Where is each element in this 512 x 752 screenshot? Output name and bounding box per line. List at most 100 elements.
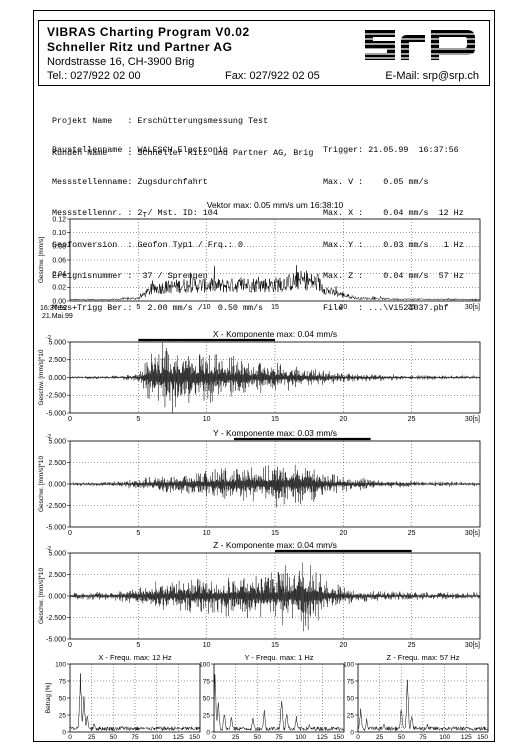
chart-title: Y - Frequ. max: 1 Hz	[244, 653, 313, 662]
x-tick-label: 50	[398, 734, 406, 741]
signal-trace	[69, 464, 481, 508]
y-tick-label: -2.500	[46, 393, 66, 400]
y-axis-label: Betrag [%]	[45, 683, 52, 714]
y-axis-exponent: -2	[46, 335, 51, 341]
chart-title: Vektor max: 0.05 mm/s um 16:38:10	[207, 200, 344, 210]
max-v: Max. V : 0.05 mm/s	[323, 176, 429, 187]
y-axis-label: Geschw. [mm/s]*10	[38, 568, 45, 624]
y-tick-label: 75	[203, 678, 211, 685]
x-tick-label: 0	[68, 642, 72, 649]
y-tick-label: 5.000	[48, 438, 66, 445]
max-x: Max. X : 0.04 mm/s 12 Hz	[323, 208, 464, 218]
x-tick-label: 50	[254, 734, 262, 741]
x-tick-label: 30[s]	[465, 304, 480, 311]
chart-title: X - Komponente max: 0.04 mm/s	[213, 329, 337, 339]
y-tick-label: 0.12	[52, 216, 66, 223]
signal-trace	[69, 265, 481, 301]
x-tick-label: 0	[356, 734, 360, 741]
y-tick-label: 2.500	[48, 460, 66, 467]
x-tick-label: 20	[339, 304, 347, 311]
x-tick-label: 15	[271, 642, 279, 649]
trigger-marker: T	[143, 212, 148, 219]
y-tick-label: 50	[347, 695, 355, 702]
signal-trace	[69, 673, 201, 732]
x-tick-label: 30[s]	[465, 530, 480, 537]
y-tick-label: 0.000	[48, 481, 66, 488]
measurement-params: Baustellenname : WALESCH Electronic Mess…	[52, 124, 263, 324]
x-tick-label: 15	[271, 530, 279, 537]
max-z: Max. Z : 0.04 mm/s 57 Hz	[323, 271, 464, 281]
y-tick-label: 50	[59, 695, 67, 702]
chart-5: Y - Frequ. max: 1 Hz 0 25 50 75 100 125 150 100 7…	[199, 653, 345, 741]
x-tick-label: 75	[131, 734, 139, 741]
y-tick-label: -5.000	[46, 410, 66, 417]
x-tick-label: 0	[68, 530, 72, 537]
y-tick-label: -5.000	[46, 524, 66, 531]
x-tick-label: 25	[408, 416, 416, 423]
x-tick-label: 150	[189, 734, 200, 741]
x-tick-label: 20	[339, 416, 347, 423]
page-border	[33, 10, 495, 742]
x-tick-label: 25	[376, 734, 384, 741]
x-tick-label: 50	[110, 734, 118, 741]
signal-trace	[357, 679, 489, 732]
x-tick-label: 100	[151, 734, 162, 741]
param-geophone: Geofonversion : Geofon Typ1 / Frq.: 0	[52, 239, 243, 250]
y-axis-label: Geschw. [mm/s]*10	[38, 456, 45, 512]
x-tick-label: 25	[408, 530, 416, 537]
y-tick-label: 0.02	[52, 285, 66, 292]
x-tick-label: 125	[461, 734, 472, 741]
chart-4: X - Frequ. max: 12 Hz 0 25 50 75 100 125 150 100…	[45, 653, 201, 741]
y-tick-label: -5.000	[46, 636, 66, 643]
x-tick-label: 25	[232, 734, 240, 741]
srp-logo	[361, 30, 479, 60]
company-fax: Fax: 027/922 02 05	[225, 70, 320, 82]
x-tick-label: 125	[173, 734, 184, 741]
x-tick-label: 30[s]	[465, 416, 480, 423]
y-tick-label: 25	[203, 712, 211, 719]
project-name: Projekt Name : Erschütterungsmessung Tes…	[52, 116, 269, 126]
chart-title: Y - Komponente max: 0.03 mm/s	[213, 428, 337, 438]
chart-title: Z - Frequ. max: 57 Hz	[387, 653, 460, 662]
y-tick-label: 50	[203, 695, 211, 702]
chart-title: Z - Komponente max: 0.04 mm/s	[213, 540, 337, 550]
x-tick-label: 150	[477, 734, 488, 741]
y-tick-label: 2.500	[48, 572, 66, 579]
y-tick-label: 0	[206, 729, 210, 736]
y-tick-label: 0.04	[52, 271, 66, 278]
file-name: File : ...\Vi521037.pbf	[323, 302, 449, 313]
y-tick-label: 0	[62, 729, 66, 736]
x-tick-label: 100	[439, 734, 450, 741]
x-tick-label: 5	[136, 304, 140, 311]
x-tick-label: 20	[339, 530, 347, 537]
y-tick-label: -2.500	[46, 503, 66, 510]
y-tick-label: 75	[347, 678, 355, 685]
y-tick-label: 0.08	[52, 244, 66, 251]
y-tick-label: 5.000	[48, 339, 66, 346]
y-tick-label: -2.500	[46, 615, 66, 622]
signal-trace	[213, 674, 345, 732]
customer-name: Kunden Name : Schneller Ritz und Partner…	[52, 147, 314, 158]
x-tick-label: 5	[136, 530, 140, 537]
company-phone: Tel.: 027/922 02 00	[47, 70, 141, 82]
x-tick-label: 0	[68, 416, 72, 423]
max-values: Trigger: 21.05.99 16:37:56 Max. V : 0.05…	[323, 124, 464, 324]
x-tick-label: 10	[203, 416, 211, 423]
x-tick-label: 30[s]	[465, 642, 480, 649]
start-time: 16:37:52	[40, 305, 67, 312]
x-tick-label: 75	[419, 734, 427, 741]
program-title: VIBRAS Charting Program V0.02	[47, 25, 250, 39]
x-tick-label: 100	[295, 734, 306, 741]
param-range: Mess+Trigg Ber.: 2.00 mm/s / 0.50 mm/s	[52, 302, 264, 313]
chart-1: X - Komponente max: 0.04 mm/s 0 5 10 15 20 25 3…	[38, 329, 481, 423]
x-tick-label: 25	[408, 304, 416, 311]
y-tick-label: 2.500	[48, 357, 66, 364]
chart-6: Z - Frequ. max: 57 Hz 0 25 50 75 100 125 150 100…	[343, 653, 489, 741]
param-site: Baustellenname : WALESCH Electronic	[52, 145, 228, 155]
x-tick-label: 20	[339, 642, 347, 649]
company-address: Nordstrasse 16, CH-3900 Brig	[47, 56, 195, 68]
x-tick-label: 15	[271, 416, 279, 423]
x-tick-label: 125	[317, 734, 328, 741]
y-tick-label: 0.000	[48, 375, 66, 382]
